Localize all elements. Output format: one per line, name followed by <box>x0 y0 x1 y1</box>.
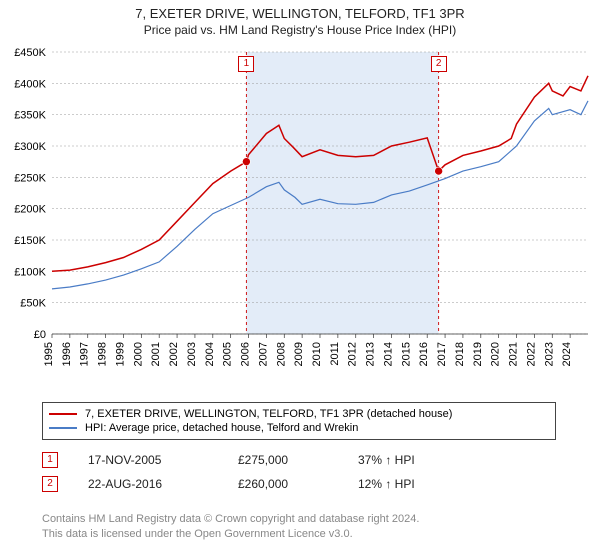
svg-text:1999: 1999 <box>114 342 126 366</box>
sale-date: 17-NOV-2005 <box>88 453 208 467</box>
svg-text:£350K: £350K <box>14 110 46 122</box>
legend-swatch <box>49 413 77 415</box>
svg-text:2021: 2021 <box>508 342 520 366</box>
sales-list: 1 17-NOV-2005 £275,000 37% ↑ HPI 2 22-AUG-201… <box>42 452 448 500</box>
footer-line-1: Contains HM Land Registry data © Crown c… <box>42 512 419 527</box>
svg-text:2008: 2008 <box>275 342 287 366</box>
sale-number-badge: 1 <box>42 452 58 468</box>
svg-text:£0: £0 <box>34 329 46 341</box>
svg-text:2013: 2013 <box>365 342 377 366</box>
svg-text:1997: 1997 <box>79 342 91 366</box>
svg-text:£450K: £450K <box>14 47 46 59</box>
svg-text:1998: 1998 <box>97 342 109 366</box>
svg-text:2001: 2001 <box>150 342 162 366</box>
sale-diff: 37% ↑ HPI <box>358 453 448 467</box>
svg-text:2007: 2007 <box>257 342 269 366</box>
chart-area: £0 £50K £100K £150K £200K £250K £300K £350K £400… <box>0 44 600 384</box>
legend-label: HPI: Average price, detached house, Telf… <box>85 422 358 434</box>
svg-text:£200K: £200K <box>14 204 46 216</box>
svg-text:2016: 2016 <box>418 342 430 366</box>
svg-text:2022: 2022 <box>525 342 537 366</box>
legend-item: 7, EXETER DRIVE, WELLINGTON, TELFORD, TF… <box>49 407 549 421</box>
legend-box: 7, EXETER DRIVE, WELLINGTON, TELFORD, TF… <box>42 402 556 440</box>
svg-text:2017: 2017 <box>436 342 448 366</box>
svg-text:2003: 2003 <box>186 342 198 366</box>
sale-marker-1: 1 <box>238 56 254 72</box>
svg-text:2010: 2010 <box>311 342 323 366</box>
svg-text:2005: 2005 <box>222 342 234 366</box>
svg-text:2020: 2020 <box>490 342 502 366</box>
chart-svg: £0 £50K £100K £150K £200K £250K £300K £350K £400… <box>0 44 600 384</box>
footer-line-2: This data is licensed under the Open Gov… <box>42 527 419 542</box>
sale-marker-2: 2 <box>431 56 447 72</box>
sale-price: £275,000 <box>238 453 328 467</box>
sale-number-badge: 2 <box>42 476 58 492</box>
sale-date: 22-AUG-2016 <box>88 477 208 491</box>
svg-text:2014: 2014 <box>382 342 394 366</box>
svg-text:2002: 2002 <box>168 342 180 366</box>
svg-text:£100K: £100K <box>14 266 46 278</box>
svg-text:1995: 1995 <box>43 342 55 366</box>
svg-text:2000: 2000 <box>132 342 144 366</box>
sale-row: 2 22-AUG-2016 £260,000 12% ↑ HPI <box>42 476 448 492</box>
svg-text:£50K: £50K <box>20 298 46 310</box>
svg-text:£300K: £300K <box>14 141 46 153</box>
svg-text:2009: 2009 <box>293 342 305 366</box>
svg-text:2011: 2011 <box>329 342 341 366</box>
sale-diff: 12% ↑ HPI <box>358 477 448 491</box>
svg-text:2019: 2019 <box>472 342 484 366</box>
footer-attribution: Contains HM Land Registry data © Crown c… <box>42 512 419 542</box>
svg-text:2006: 2006 <box>240 342 252 366</box>
svg-text:2012: 2012 <box>347 342 359 366</box>
sale-row: 1 17-NOV-2005 £275,000 37% ↑ HPI <box>42 452 448 468</box>
svg-text:£150K: £150K <box>14 235 46 247</box>
svg-text:£400K: £400K <box>14 78 46 90</box>
svg-text:2023: 2023 <box>543 342 555 366</box>
svg-text:2024: 2024 <box>561 342 573 366</box>
svg-text:£250K: £250K <box>14 172 46 184</box>
svg-text:2004: 2004 <box>204 342 216 366</box>
svg-text:2015: 2015 <box>400 342 412 366</box>
sale-price: £260,000 <box>238 477 328 491</box>
svg-text:2018: 2018 <box>454 342 466 366</box>
legend-swatch <box>49 427 77 429</box>
title-line-1: 7, EXETER DRIVE, WELLINGTON, TELFORD, TF… <box>0 6 600 21</box>
svg-text:1996: 1996 <box>61 342 73 366</box>
chart-titles: 7, EXETER DRIVE, WELLINGTON, TELFORD, TF… <box>0 0 600 37</box>
title-line-2: Price paid vs. HM Land Registry's House … <box>0 23 600 37</box>
legend-item: HPI: Average price, detached house, Telf… <box>49 421 549 435</box>
legend-label: 7, EXETER DRIVE, WELLINGTON, TELFORD, TF… <box>85 408 452 420</box>
